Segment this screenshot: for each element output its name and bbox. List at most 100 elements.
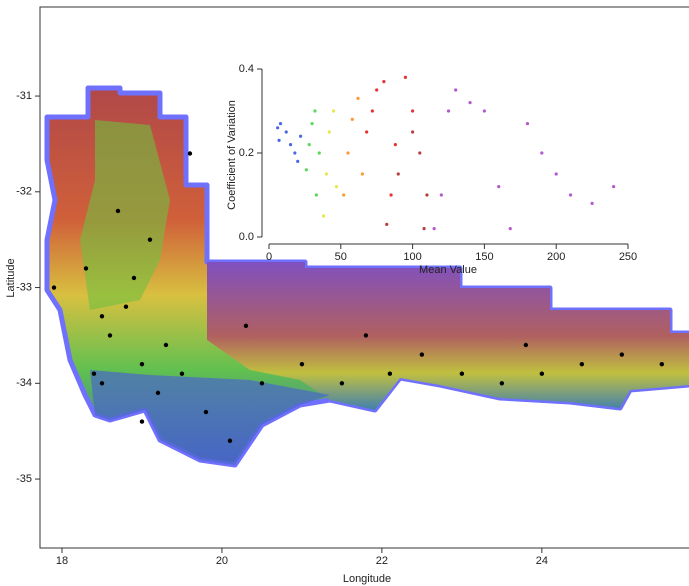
- occurrence-point: [84, 266, 88, 270]
- scatter-point: [277, 139, 280, 142]
- occurrence-point: [100, 314, 104, 318]
- occurrence-point: [132, 276, 136, 280]
- scatter-point: [397, 172, 400, 175]
- occurrence-point: [124, 305, 128, 309]
- occurrence-point: [460, 372, 464, 376]
- x-tick-label: 0: [266, 251, 272, 263]
- scatter-point: [332, 109, 335, 112]
- occurrence-point: [180, 372, 184, 376]
- scatter-point: [418, 151, 421, 154]
- scatter-point: [315, 193, 318, 196]
- y-tick-label: -35: [16, 473, 32, 485]
- scatter-point: [447, 109, 450, 112]
- scatter-point: [411, 130, 414, 133]
- scatter-point: [404, 76, 407, 79]
- occurrence-point: [420, 352, 424, 356]
- scatter-point: [389, 193, 392, 196]
- occurrence-point: [100, 381, 104, 385]
- occurrence-point: [260, 381, 264, 385]
- scatter-point: [305, 168, 308, 171]
- scatter-point: [591, 202, 594, 205]
- scatter-point: [313, 109, 316, 112]
- scatter-point: [365, 130, 368, 133]
- occurrence-point: [52, 285, 56, 289]
- scatter-point: [310, 122, 313, 125]
- scatter-point: [425, 193, 428, 196]
- scatter-point: [325, 172, 328, 175]
- scatter-point: [382, 80, 385, 83]
- scatter-point: [296, 160, 299, 163]
- scatter-point: [351, 118, 354, 121]
- occurrence-point: [156, 391, 160, 395]
- scatter-point: [497, 185, 500, 188]
- scatter-point: [289, 143, 292, 146]
- scatter-point: [346, 151, 349, 154]
- scatter-point: [422, 227, 425, 230]
- occurrence-point: [340, 381, 344, 385]
- y-tick-label: 0.0: [239, 231, 254, 243]
- scatter-point: [394, 143, 397, 146]
- x-tick-label: 18: [56, 555, 68, 567]
- y-tick-label: -31: [16, 90, 32, 102]
- occurrence-point: [540, 372, 544, 376]
- scatter-point: [375, 88, 378, 91]
- x-tick-label: 250: [619, 251, 637, 263]
- occurrence-point: [388, 372, 392, 376]
- occurrence-point: [140, 362, 144, 366]
- scatter-point: [279, 122, 282, 125]
- occurrence-point: [620, 352, 624, 356]
- scatter-point: [356, 97, 359, 100]
- occurrence-point: [140, 419, 144, 423]
- scatter-point: [385, 223, 388, 226]
- y-tick-label: 0.2: [239, 147, 254, 159]
- scatter-point: [612, 185, 615, 188]
- scatter-point: [342, 193, 345, 196]
- scatter-point: [483, 109, 486, 112]
- scatter-point: [285, 130, 288, 133]
- occurrence-point: [148, 237, 152, 241]
- occurrence-point: [92, 372, 96, 376]
- scatter-point: [322, 214, 325, 217]
- occurrence-point: [188, 151, 192, 155]
- occurrence-point: [116, 209, 120, 213]
- x-tick-label: 22: [376, 555, 388, 567]
- x-tick-label: 24: [536, 555, 548, 567]
- scatter-point: [454, 88, 457, 91]
- scatter-point: [540, 151, 543, 154]
- scatter-point: [509, 227, 512, 230]
- x-tick-label: 100: [403, 251, 421, 263]
- chart: Longitude Latitude Mean Value Coefficien…: [0, 0, 689, 586]
- occurrence-point: [660, 362, 664, 366]
- scatter-point: [468, 101, 471, 104]
- scatter-point: [308, 143, 311, 146]
- scatter-point: [440, 193, 443, 196]
- y-tick-label: 0.4: [239, 63, 254, 75]
- occurrence-point: [580, 362, 584, 366]
- inset-y-title: Coefficient of Variation: [226, 100, 238, 210]
- x-tick-label: 20: [216, 555, 228, 567]
- scatter-point: [569, 193, 572, 196]
- scatter-point: [371, 109, 374, 112]
- occurrence-point: [300, 362, 304, 366]
- inset-x-title: Mean Value: [419, 264, 477, 276]
- scatter-point: [361, 172, 364, 175]
- scatter-point: [318, 151, 321, 154]
- scatter-point: [555, 172, 558, 175]
- occurrence-point: [364, 333, 368, 337]
- scatter-point: [328, 130, 331, 133]
- scatter-point: [526, 122, 529, 125]
- y-axis-title: Latitude: [5, 258, 17, 297]
- x-tick-label: 50: [335, 251, 347, 263]
- occurrence-point: [108, 333, 112, 337]
- scatter-point: [411, 109, 414, 112]
- x-tick-label: 150: [475, 251, 493, 263]
- scatter-point: [433, 227, 436, 230]
- y-tick-label: -34: [16, 377, 32, 389]
- inset-area: [220, 60, 640, 280]
- scatter-point: [335, 185, 338, 188]
- x-axis-title: Longitude: [343, 573, 391, 585]
- occurrence-point: [228, 439, 232, 443]
- y-tick-label: -32: [16, 186, 32, 198]
- occurrence-point: [204, 410, 208, 414]
- occurrence-point: [164, 343, 168, 347]
